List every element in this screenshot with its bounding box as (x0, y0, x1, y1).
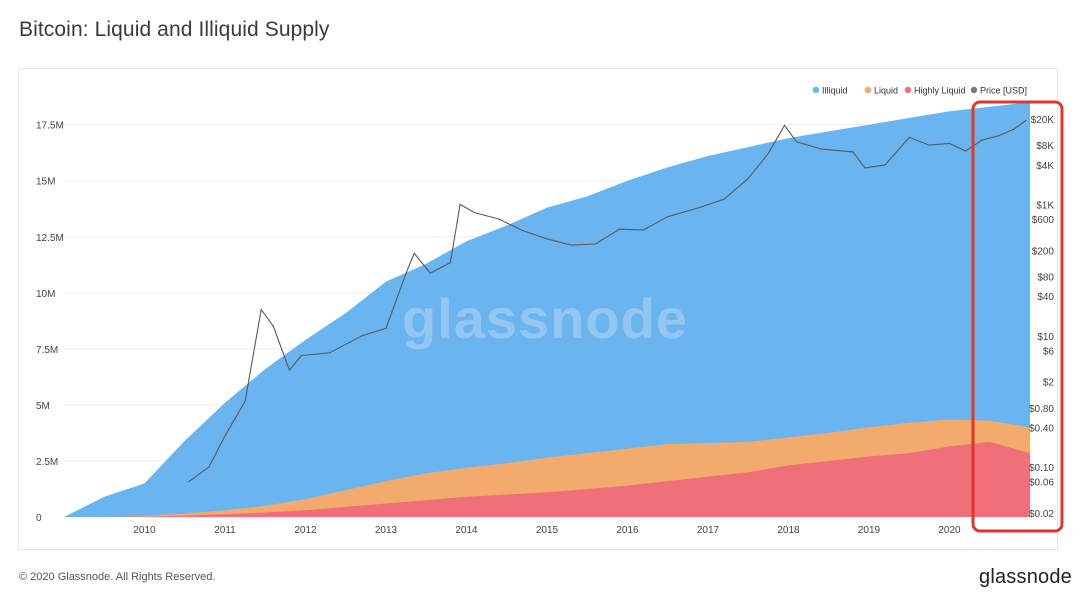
price-point (1013, 128, 1015, 130)
price-point (908, 136, 910, 138)
price-point (643, 229, 645, 231)
price-point (594, 243, 596, 245)
price-point (667, 216, 669, 218)
price-point (723, 198, 725, 200)
y-right-tick: $1K (1036, 200, 1054, 211)
legend-dot-3 (970, 86, 978, 94)
highly-liquid-area (64, 441, 1030, 517)
y-right-tick: $2 (1043, 378, 1055, 389)
price-point (361, 335, 363, 337)
y-left-tick: 2.5M (36, 457, 58, 468)
price-point (795, 141, 798, 143)
legend-label-0: Illiquid (822, 86, 848, 96)
price-point (884, 164, 886, 166)
price-point (459, 203, 461, 205)
price-point (260, 309, 262, 311)
y-left-tick: 15M (36, 177, 55, 188)
price-point (767, 152, 770, 154)
x-tick-2018: 2018 (777, 525, 800, 536)
price-point (244, 400, 246, 402)
price-point (413, 252, 415, 254)
price-point (208, 466, 210, 468)
glassnode-logo: glassnode (979, 566, 1072, 588)
price-point (522, 230, 524, 232)
price-point (188, 481, 190, 483)
y-left-tick: 17.5M (36, 121, 64, 132)
price-point (449, 262, 451, 264)
x-tick-2013: 2013 (375, 525, 398, 536)
price-point (864, 167, 866, 169)
price-point (385, 327, 387, 329)
legend-label-3: Price [USD] (980, 86, 1027, 96)
y-left-tick: 5M (36, 401, 50, 412)
x-tick-2020: 2020 (938, 525, 961, 536)
price-point (224, 435, 226, 437)
illiquid-area (64, 102, 1030, 517)
chart-title: Bitcoin: Liquid and Illiquid Supply (19, 18, 330, 41)
price-point (965, 150, 967, 152)
y-right-tick: $8K (1036, 141, 1054, 152)
x-tick-2010: 2010 (133, 525, 156, 536)
price-point (699, 206, 701, 208)
price-point (429, 272, 431, 274)
y-right-tick: $0.02 (1029, 509, 1054, 520)
y-right-tick: $6 (1043, 346, 1055, 357)
watermark-text: glassnode (402, 287, 688, 350)
price-point (300, 354, 303, 357)
y-right-tick: $600 (1032, 215, 1055, 226)
price-point (570, 244, 572, 246)
x-tick-2016: 2016 (616, 525, 639, 536)
y-right-tick: $200 (1032, 246, 1055, 257)
y-left-tick: 10M (36, 289, 55, 300)
price-point (618, 228, 621, 230)
y-right-tick: $10 (1037, 332, 1054, 343)
y-right-tick: $40 (1037, 292, 1054, 303)
y-right-tick: $0.10 (1029, 463, 1054, 474)
price-point (498, 218, 500, 220)
price-point (852, 151, 854, 153)
price-point (820, 148, 822, 150)
price-point (288, 369, 290, 371)
legend-dot-2 (904, 86, 912, 94)
price-point (546, 238, 548, 240)
y-left-tick: 0 (36, 513, 42, 524)
y-right-tick: $20K (1031, 115, 1055, 126)
legend-dot-0 (812, 86, 820, 94)
x-tick-2011: 2011 (214, 525, 236, 536)
y-right-tick: $0.06 (1029, 478, 1054, 489)
y-right-tick: $4K (1036, 161, 1054, 172)
x-tick-2019: 2019 (858, 525, 881, 536)
y-right-tick: $80 (1037, 272, 1054, 283)
x-tick-2017: 2017 (697, 525, 720, 536)
legend-label-1: Liquid (874, 86, 898, 96)
x-tick-2015: 2015 (536, 525, 559, 536)
price-point (405, 272, 407, 274)
price-point (981, 139, 983, 141)
price-point (928, 144, 931, 146)
price-point (1025, 119, 1027, 122)
x-tick-2014: 2014 (455, 525, 478, 536)
price-point (272, 325, 274, 327)
price-point (329, 352, 331, 354)
y-right-tick: $0.40 (1029, 424, 1054, 435)
price-point (747, 177, 749, 179)
y-left-tick: 7.5M (36, 345, 58, 356)
legend-label-2: Highly Liquid (914, 86, 966, 96)
price-point (997, 135, 999, 137)
price-point (473, 212, 476, 214)
y-left-tick: 12.5M (36, 233, 64, 244)
price-point (783, 124, 786, 126)
legend-dot-1 (864, 86, 872, 94)
copyright-text: © 2020 Glassnode. All Rights Reserved. (19, 571, 216, 583)
highlight-box (971, 100, 1064, 533)
x-tick-2012: 2012 (294, 525, 317, 536)
y-right-tick: $0.80 (1029, 404, 1054, 415)
price-point (948, 142, 951, 144)
